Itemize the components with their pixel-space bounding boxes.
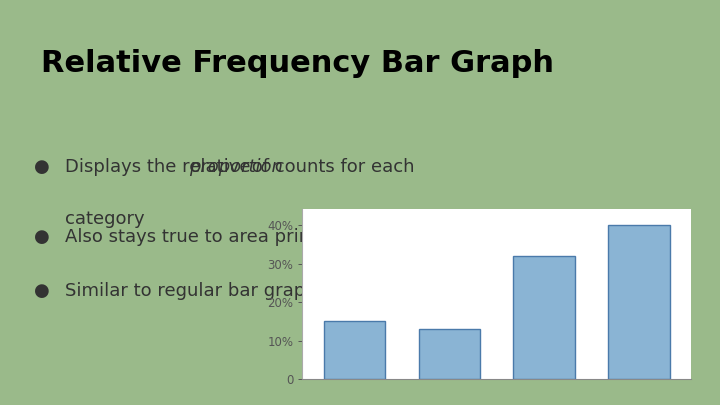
Text: of counts for each: of counts for each [246,158,415,176]
Text: Displays the relative: Displays the relative [65,158,256,176]
Bar [418,329,480,379]
Text: Similar to regular bar graph in layout: Similar to regular bar graph in layout [65,281,401,300]
Bar [513,256,575,379]
Text: ●: ● [34,158,50,176]
Text: ●: ● [34,281,50,300]
Bar [324,322,385,379]
Text: ●: ● [34,228,50,246]
Text: Also stays true to area principle: Also stays true to area principle [65,228,353,246]
Text: category: category [65,210,145,228]
Bar [608,225,670,379]
Text: proportion: proportion [189,158,282,176]
Text: Relative Frequency Bar Graph: Relative Frequency Bar Graph [41,49,554,77]
